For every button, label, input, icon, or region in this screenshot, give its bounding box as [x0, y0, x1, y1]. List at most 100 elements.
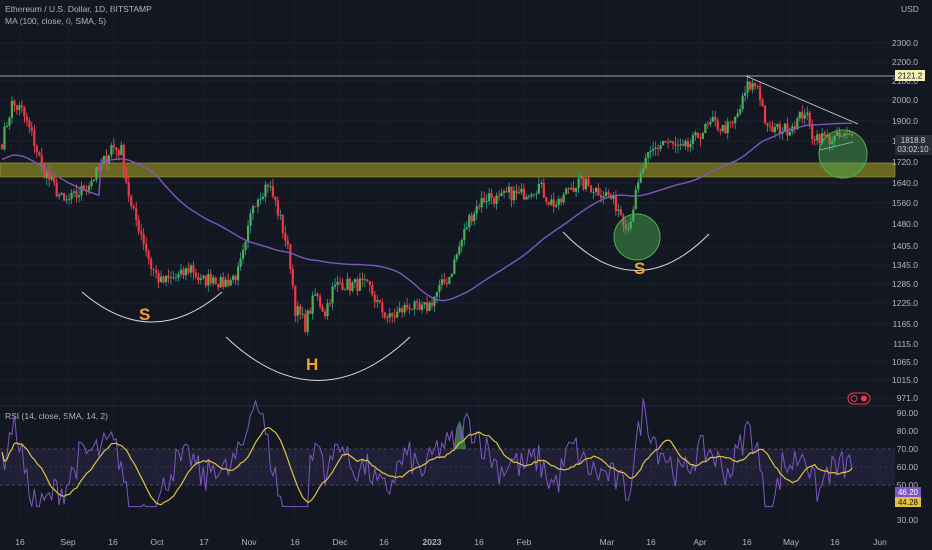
- candle-body: [505, 191, 508, 193]
- candle-body: [50, 176, 53, 180]
- candle-body: [284, 233, 287, 241]
- price-axis[interactable]: 2300.02200.02100.02000.01900.01800.01720…: [892, 38, 918, 403]
- candle-body: [110, 145, 113, 156]
- candle-body: [845, 133, 849, 135]
- candle-body: [739, 109, 742, 114]
- candle-body: [25, 116, 28, 121]
- candle-body: [748, 81, 752, 90]
- price-tick-label: 1115.0: [893, 339, 918, 349]
- candle-body: [314, 294, 317, 296]
- candle-body: [87, 185, 91, 191]
- candle-body: [70, 192, 73, 199]
- candle-body: [8, 117, 11, 126]
- candle-body: [716, 120, 719, 130]
- candle-body: [796, 118, 799, 130]
- candle-body: [301, 313, 304, 315]
- price-tick-label: 1345.0: [892, 260, 918, 270]
- rsi-ma-value-tag: 44.28: [895, 497, 921, 507]
- time-tick-label: 2023: [423, 537, 442, 547]
- candle-body: [289, 244, 292, 270]
- candle-body: [614, 194, 617, 212]
- candle-body: [597, 187, 600, 196]
- candle-body: [450, 273, 453, 277]
- candle-body: [756, 86, 759, 87]
- candle-body: [406, 304, 409, 308]
- candle-body: [381, 302, 384, 313]
- candle-body: [493, 197, 496, 204]
- candle-body: [433, 296, 436, 306]
- candle-body: [622, 215, 625, 225]
- candle-body: [736, 113, 739, 117]
- candle-body: [30, 127, 33, 131]
- candle-body: [28, 120, 31, 128]
- candle-body: [199, 278, 202, 281]
- candle-body: [241, 250, 245, 259]
- candle-body: [654, 147, 657, 149]
- candle-body: [634, 189, 637, 210]
- candle-body: [813, 139, 816, 141]
- candle-body: [763, 106, 767, 124]
- candle-body: [811, 124, 814, 140]
- time-axis[interactable]: 16 Sep 16 Oct 17 Nov 16 Dec 16 2023 16 Feb Mar 16 Apr 1…: [15, 537, 887, 547]
- candle-body: [90, 180, 93, 186]
- candle-body: [125, 172, 128, 183]
- rsi-value-tag: 46.20: [895, 487, 921, 497]
- candle-body: [443, 279, 446, 283]
- candle-body: [391, 313, 394, 317]
- candle-body: [207, 274, 210, 286]
- candle-body: [831, 141, 834, 144]
- candle-body: [500, 192, 503, 197]
- candle-body: [587, 178, 590, 186]
- candle-body: [204, 275, 207, 286]
- candle-body: [423, 302, 426, 305]
- candle-body: [214, 277, 217, 284]
- candle-body: [18, 105, 21, 110]
- svg-text:44.28: 44.28: [898, 498, 919, 507]
- candle-body: [582, 176, 585, 190]
- candle-body: [189, 265, 192, 273]
- alert-icon[interactable]: [847, 392, 871, 405]
- candle-body: [80, 185, 83, 196]
- candle-body: [575, 188, 578, 192]
- candle-body: [194, 272, 197, 277]
- candle-body: [82, 185, 86, 191]
- candle-body: [45, 172, 48, 179]
- candle-body: [666, 142, 670, 144]
- price-tick-label: 1480.0: [892, 219, 918, 229]
- candle-body: [326, 303, 329, 317]
- candle-body: [828, 134, 831, 144]
- candle-body: [430, 302, 434, 306]
- candle-body: [522, 188, 526, 200]
- candle-body: [629, 221, 632, 229]
- candle-body: [664, 141, 667, 143]
- time-tick-label: 16: [379, 537, 389, 547]
- candle-body: [838, 132, 841, 137]
- time-tick-label: Jun: [873, 537, 887, 547]
- candle-body: [63, 193, 66, 201]
- candle-body: [510, 186, 513, 201]
- candle-body: [741, 95, 744, 110]
- grid: [0, 42, 895, 399]
- candle-body: [525, 196, 528, 200]
- candle-body: [179, 269, 183, 275]
- candle-body: [632, 209, 635, 222]
- candle-body: [542, 182, 545, 198]
- candle-body: [162, 276, 165, 283]
- candle-body: [361, 278, 364, 281]
- candle-body: [497, 195, 501, 197]
- price-tick-label: 2200.0: [892, 57, 918, 67]
- candle-body: [132, 205, 135, 209]
- candle-body: [43, 164, 46, 179]
- candle-body: [435, 291, 439, 297]
- candle-body: [719, 129, 722, 131]
- candle-body: [709, 121, 712, 125]
- candle-body: [202, 275, 205, 279]
- candle-body: [316, 294, 319, 297]
- candle-body: [808, 112, 811, 125]
- candle-body: [197, 276, 200, 281]
- candle-body: [294, 285, 297, 316]
- candle-body: [751, 83, 754, 90]
- candle-body: [570, 187, 573, 190]
